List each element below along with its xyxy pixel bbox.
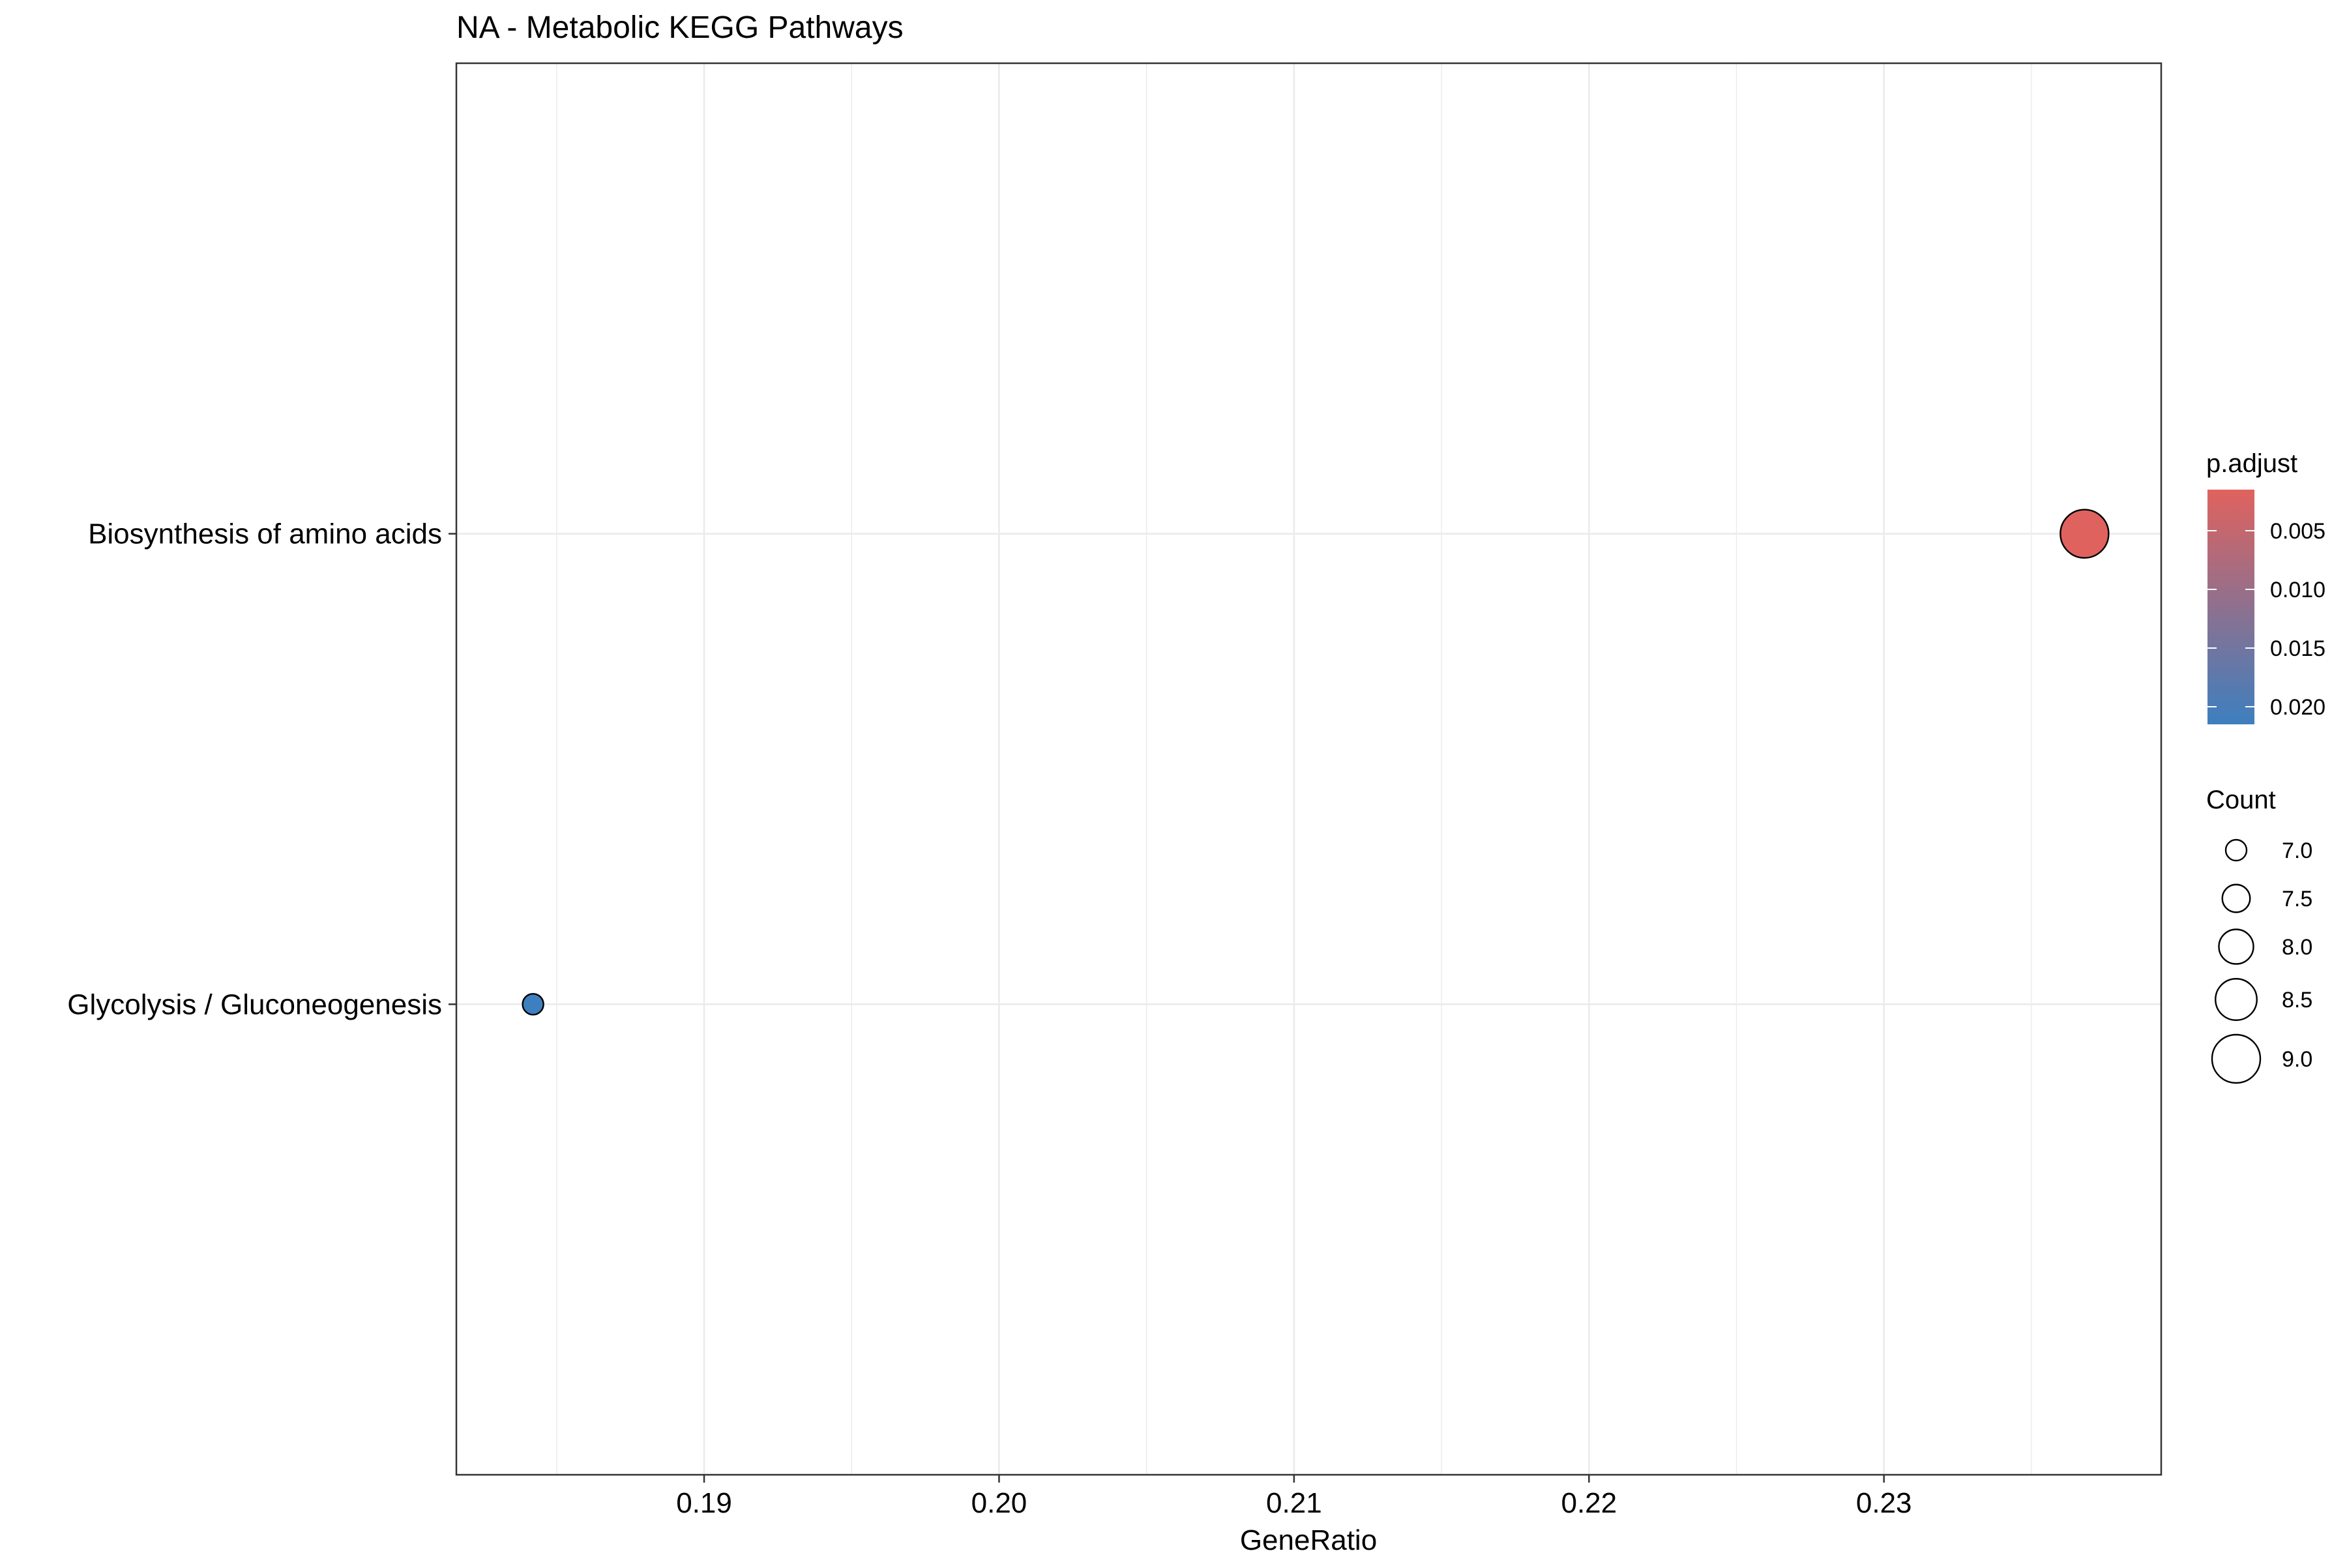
x-axis: 0.19 0.20 0.21 0.22 0.23	[676, 1475, 1912, 1519]
color-legend-label: 0.005	[2270, 519, 2325, 544]
color-legend-ticks: 0.005 0.010 0.015 0.020	[2207, 519, 2325, 720]
size-legend-key	[2221, 883, 2251, 913]
color-legend-label: 0.020	[2270, 695, 2325, 720]
size-legend-label: 8.5	[2282, 988, 2312, 1013]
color-legend-label: 0.010	[2270, 578, 2325, 602]
data-points	[522, 509, 2110, 1016]
plot-panel-border	[455, 62, 2162, 1476]
grid-lines	[456, 63, 2161, 1475]
size-legend-key	[2215, 978, 2258, 1021]
color-legend-title: p.adjust	[2206, 449, 2297, 478]
size-legend-key	[2218, 928, 2254, 965]
y-tick-label-glycolysis-gluconeogenesis: Glycolysis / Gluconeogenesis	[67, 988, 442, 1020]
size-legend-label: 8.0	[2282, 935, 2312, 960]
color-bar	[2207, 490, 2254, 724]
x-axis-label: GeneRatio	[1240, 1524, 1377, 1556]
x-tick-label: 0.20	[971, 1487, 1027, 1519]
point-glycolysis-gluconeogenesis	[522, 993, 544, 1016]
size-legend-title: Count	[2206, 786, 2276, 814]
size-legend: Count 7.0 7.5 8.0 8.5 9.0	[2206, 786, 2312, 1084]
color-legend-label: 0.015	[2270, 636, 2325, 661]
size-legend-label: 9.0	[2282, 1047, 2312, 1072]
point-biosynthesis-of-amino-acids	[2059, 509, 2110, 559]
color-legend: p.adjust 0.005 0.010 0.015 0.020	[2206, 449, 2325, 724]
x-tick-label: 0.23	[1856, 1487, 1912, 1519]
size-legend-key	[2224, 838, 2248, 862]
x-tick-label: 0.19	[676, 1487, 732, 1519]
chart-title: NA - Metabolic KEGG Pathways	[456, 10, 904, 45]
x-tick-label: 0.22	[1561, 1487, 1617, 1519]
y-tick-label-biosynthesis-of-amino-acids: Biosynthesis of amino acids	[88, 518, 442, 550]
size-legend-label: 7.5	[2282, 887, 2312, 911]
y-axis: Biosynthesis of amino acids Glycolysis / …	[67, 518, 456, 1020]
size-legend-items: 7.0 7.5 8.0 8.5 9.0	[2211, 838, 2312, 1084]
size-legend-key	[2211, 1033, 2262, 1084]
x-tick-label: 0.21	[1266, 1487, 1322, 1519]
size-legend-label: 7.0	[2282, 838, 2312, 863]
